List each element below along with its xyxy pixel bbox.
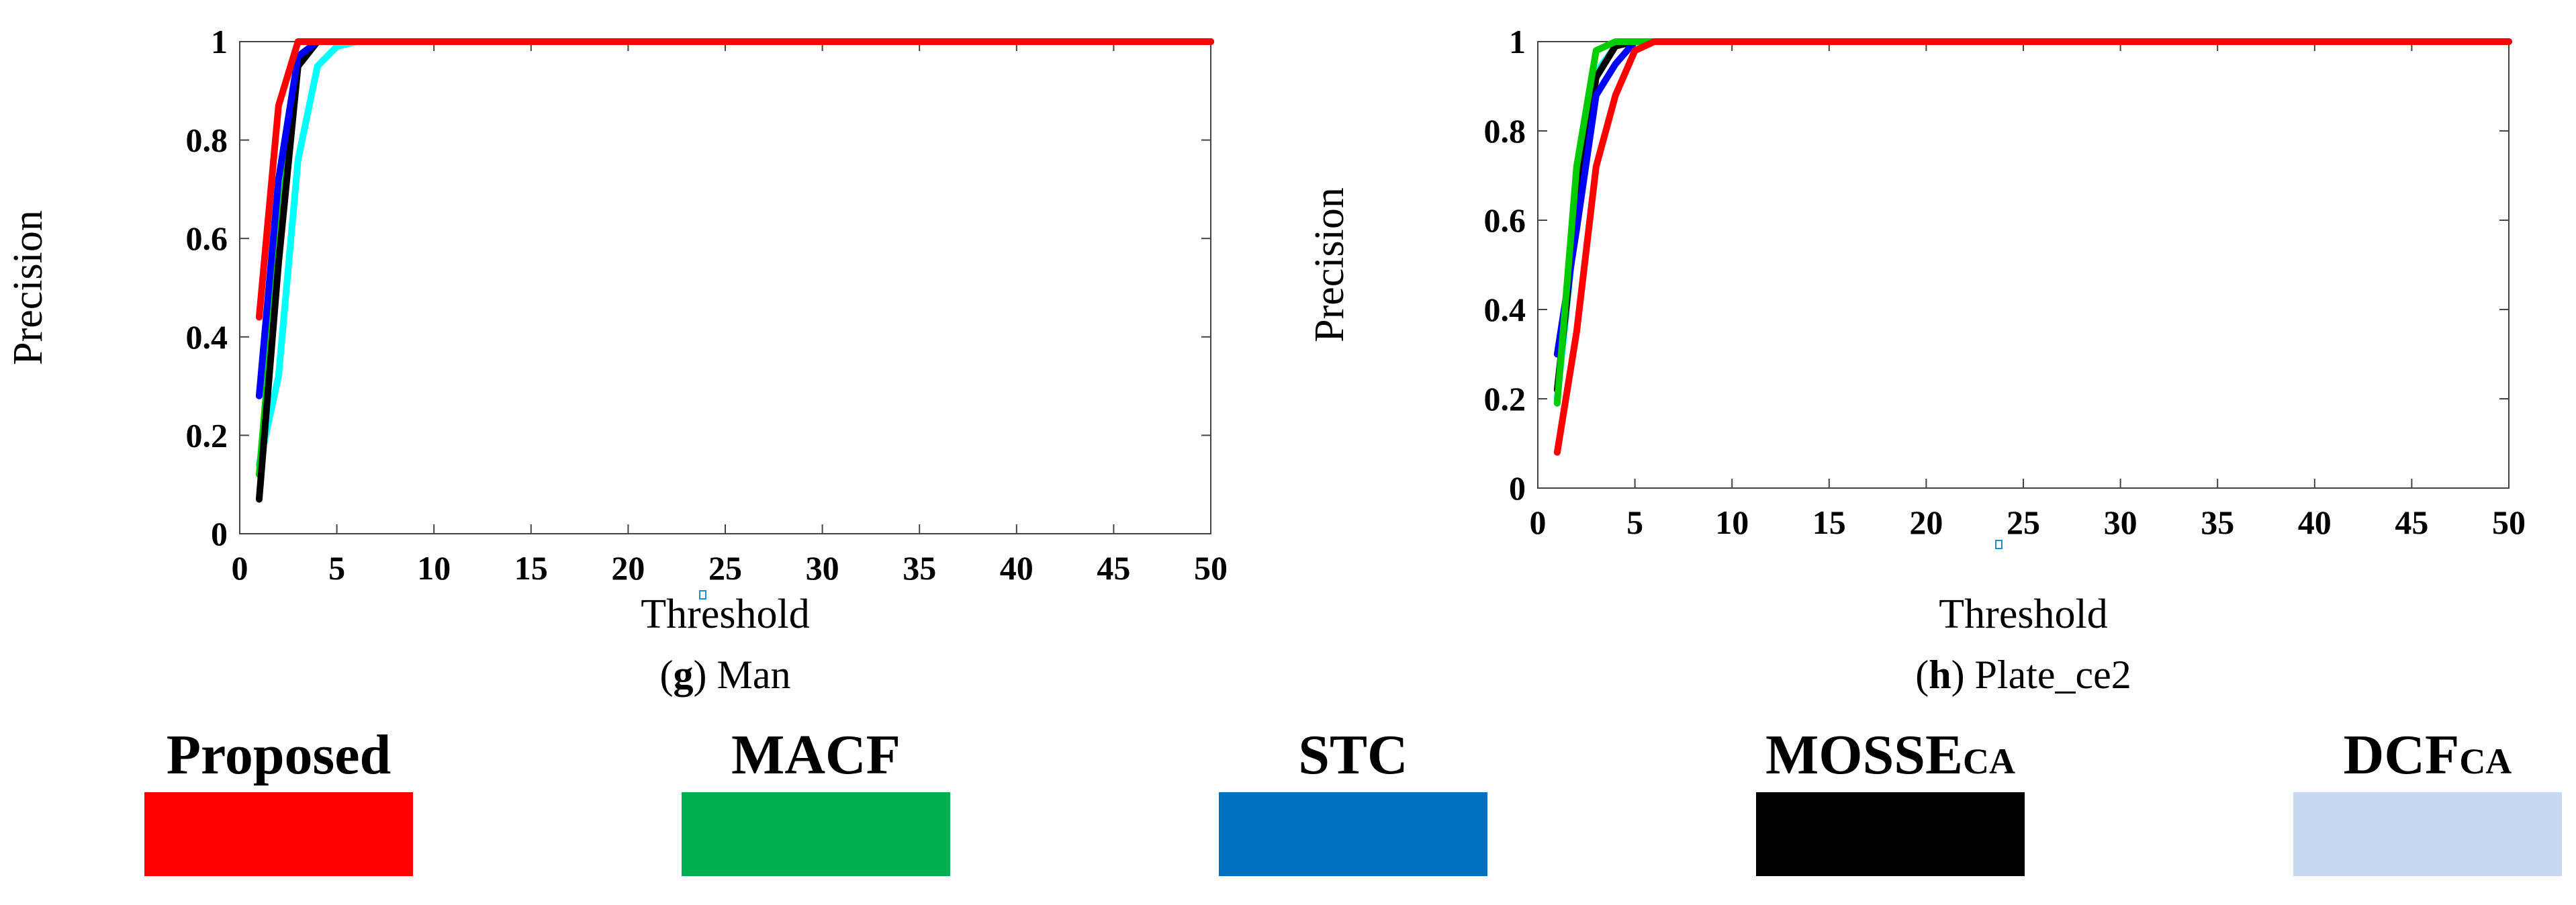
x-tick-label: 25	[2007, 504, 2040, 541]
x-tick-label: 45	[2395, 504, 2428, 541]
x-tick-label: 40	[2298, 504, 2332, 541]
plot-frame	[239, 41, 1211, 534]
x-tick-label: 30	[806, 549, 839, 587]
small-marker	[699, 590, 706, 600]
small-marker	[1995, 540, 2003, 549]
x-tick-label: 20	[611, 549, 645, 587]
legend-label-stc: STC	[1298, 724, 1408, 786]
x-tick-label: 50	[1194, 549, 1228, 587]
x-tick-label: 10	[1715, 504, 1749, 541]
x-axis-label: Threshold	[641, 591, 809, 637]
x-axis-label: Threshold	[1939, 591, 2107, 637]
legend-swatch-mosseca	[1756, 792, 2025, 876]
chart-panel-h: 0 5 10 15 20 25 30 35 40 45 50 0 0.2 0.4 0.6 0.8 1 Precis…	[1307, 23, 2526, 697]
x-tick-label: 35	[903, 549, 936, 587]
y-tick-label: 0.4	[186, 318, 228, 356]
x-tick-label: 5	[1626, 504, 1643, 541]
y-tick-label: 1	[1509, 23, 1526, 60]
y-tick-label: 0.6	[1484, 201, 1526, 239]
x-tick-label: 45	[1097, 549, 1130, 587]
y-axis-label: Precision	[5, 210, 51, 365]
legend-swatch-stc	[1219, 792, 1487, 876]
y-tick-label: 0.8	[186, 122, 228, 159]
legend-label-macf: MACF	[731, 724, 901, 786]
x-tick-label: 40	[1000, 549, 1033, 587]
legend: Proposed MACF STC MOSSECA DCFCA	[144, 724, 2562, 876]
series-line-proposed	[1553, 38, 2512, 456]
x-tick-label: 15	[1812, 504, 1846, 541]
legend-swatch-macf	[682, 792, 950, 876]
x-tick-label: 50	[2492, 504, 2526, 541]
y-tick-label: 0.6	[186, 220, 228, 257]
y-tick-label: 0.2	[186, 416, 228, 454]
x-tick-label: 30	[2104, 504, 2137, 541]
y-tick-label: 0.2	[1484, 380, 1526, 418]
y-tick-label: 0	[1509, 469, 1526, 507]
x-tick-label: 20	[1909, 504, 1943, 541]
plot-frame	[1537, 41, 2510, 489]
legend-label-dcfca: DCFCA	[2344, 724, 2512, 786]
panel-caption: (h) Plate_ce2	[1915, 653, 2131, 697]
x-tick-label: 35	[2201, 504, 2234, 541]
series-line-proposed	[255, 38, 1214, 321]
legend-swatch-proposed	[144, 792, 413, 876]
x-tick-label: 15	[514, 549, 548, 587]
legend-label-mosseca: MOSSECA	[1765, 724, 2015, 786]
y-tick-label: 0	[211, 515, 228, 553]
y-tick-label: 1	[211, 23, 228, 60]
legend-swatch-dcfca	[2293, 792, 2562, 876]
x-tick-label: 5	[328, 549, 345, 587]
chart-panel-g: 0 5 10 15 20 25 30 35 40 45 50 0 0.2 0.4 0.6 0.8 1 Precis…	[5, 23, 1228, 697]
legend-label-proposed: Proposed	[167, 724, 391, 786]
x-tick-label: 25	[708, 549, 742, 587]
x-tick-label: 0	[232, 549, 248, 587]
x-tick-label: 0	[1530, 504, 1547, 541]
y-tick-label: 0.8	[1484, 112, 1526, 150]
x-tick-label: 10	[417, 549, 451, 587]
y-tick-label: 0.4	[1484, 291, 1526, 328]
panel-caption: (g) Man	[660, 653, 791, 697]
y-axis-label: Precision	[1307, 187, 1352, 342]
